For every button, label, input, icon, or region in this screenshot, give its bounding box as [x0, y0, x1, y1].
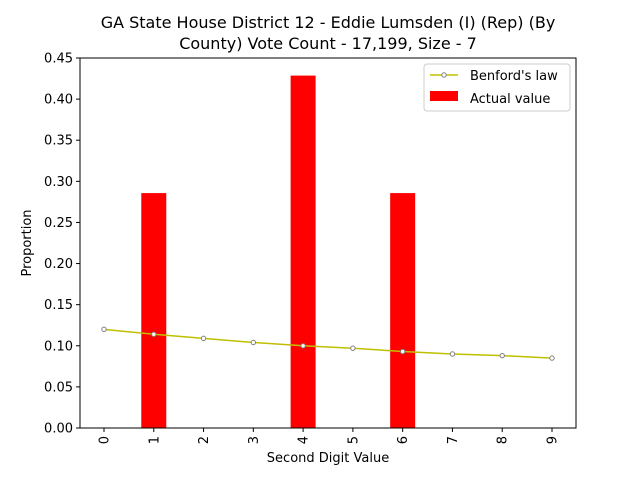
y-tick-label-3: 0.15	[44, 298, 73, 313]
chart-title: GA State House District 12 - Eddie Lumsd…	[101, 13, 556, 53]
benford-line	[103, 328, 553, 359]
x-tick-label-2: 2	[197, 436, 212, 444]
benford-point-1	[151, 331, 157, 337]
benford-point-0	[101, 326, 107, 333]
x-axis-label: Second Digit Value	[267, 451, 389, 466]
chart-title-line-2: County) Vote Count - 17,199, Size - 7	[179, 34, 477, 53]
line-series	[101, 326, 555, 361]
benford-point-3	[250, 339, 257, 346]
x-axis: 0 1 2 3 4 5 6 7 8 9	[98, 428, 561, 444]
bar-1	[141, 193, 167, 428]
x-tick-label-4: 4	[297, 436, 312, 444]
bar-6	[390, 193, 416, 428]
x-tick-label-5: 5	[346, 436, 361, 444]
bar-series	[141, 75, 416, 429]
benford-point-6	[399, 348, 406, 355]
legend-box	[423, 63, 571, 112]
y-tick-label-5: 0.25	[44, 216, 73, 231]
y-tick-label-2: 0.10	[44, 339, 73, 354]
plot-frame	[79, 57, 577, 429]
x-tick-label-8: 8	[496, 436, 511, 444]
y-tick-label-0: 0.00	[44, 422, 73, 437]
y-tick-label-7: 0.35	[44, 134, 73, 149]
chart-title-line-1: GA State House District 12 - Eddie Lumsd…	[101, 13, 556, 32]
legend-label-actual: Actual value	[470, 92, 550, 107]
x-tick-label-9: 9	[546, 436, 561, 444]
x-tick-label-0: 0	[98, 436, 113, 444]
benford-point-9	[549, 355, 555, 361]
y-tick-label-8: 0.40	[44, 93, 73, 108]
benford-point-7	[449, 351, 456, 357]
x-tick-label-1: 1	[147, 436, 162, 444]
y-tick-label-4: 0.20	[44, 257, 73, 272]
benford-point-8	[499, 352, 505, 359]
x-tick-label-3: 3	[247, 436, 262, 444]
bar-4	[290, 75, 316, 429]
y-axis: 0.00 0.05 0.10 0.15 0.20 0.25 0.30 0.35 0.40 0.45	[44, 52, 80, 437]
legend: Benford's law Actual value	[423, 63, 571, 112]
y-tick-label-1: 0.05	[44, 380, 73, 395]
benford-point-4	[300, 343, 306, 349]
x-tick-label-6: 6	[396, 436, 411, 444]
legend-label-benford: Benford's law	[470, 69, 558, 84]
legend-bar-swatch	[430, 91, 458, 101]
legend-line-marker	[441, 72, 447, 78]
y-tick-label-6: 0.30	[44, 175, 73, 190]
benford-point-5	[350, 345, 356, 351]
y-tick-label-9: 0.45	[44, 52, 73, 67]
benford-point-2	[200, 335, 207, 342]
y-axis-label: Proportion	[20, 209, 35, 276]
x-tick-label-7: 7	[446, 436, 461, 444]
